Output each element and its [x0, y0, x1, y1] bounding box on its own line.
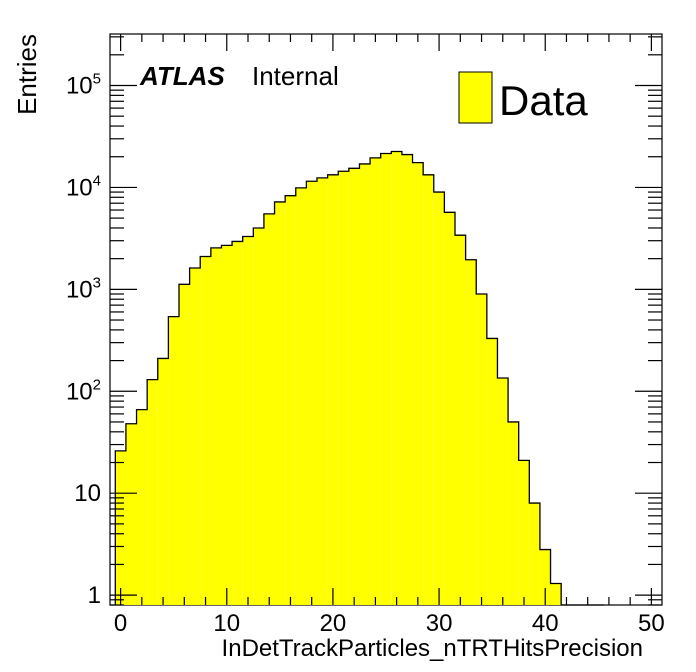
- histogram-bar: [136, 409, 148, 605]
- histogram-bar: [232, 241, 243, 605]
- histogram-bar: [412, 162, 424, 606]
- histogram-bar: [465, 259, 477, 605]
- y-tick-label: 102: [66, 376, 101, 405]
- histogram-bar: [508, 421, 519, 605]
- internal-label: Internal: [252, 61, 339, 91]
- histogram-bar: [263, 213, 275, 606]
- histogram-bar: [391, 151, 402, 605]
- axis-ticks: 0 10 20 30 40 50 1 10 102 103 104 105: [66, 34, 665, 637]
- histogram-bar: [401, 154, 413, 605]
- x-tick-label: 30: [426, 610, 453, 637]
- histogram-bar: [327, 174, 339, 605]
- histogram-bar: [210, 247, 222, 606]
- histogram-bar: [221, 245, 233, 605]
- x-tick-label: 40: [532, 610, 559, 637]
- histogram-bar: [455, 235, 466, 605]
- x-tick-label: 0: [114, 610, 127, 637]
- y-tick-label: 104: [66, 172, 101, 201]
- histogram-bar: [125, 423, 137, 605]
- x-tick-label: 50: [638, 610, 665, 637]
- histogram-bar: [285, 195, 296, 606]
- histogram-bar: [179, 284, 190, 605]
- y-tick-label: 1: [88, 582, 101, 609]
- histogram-bar: [486, 338, 498, 605]
- histogram-bar: [189, 267, 201, 605]
- histogram-bar: [380, 153, 392, 606]
- histogram-bar: [157, 358, 169, 605]
- histogram-bar: [518, 460, 530, 605]
- histogram-bar: [306, 181, 317, 605]
- histogram-bar: [348, 168, 360, 605]
- histogram-bar: [200, 256, 211, 605]
- histogram-bar: [433, 192, 445, 605]
- histogram-outline: [114, 150, 604, 606]
- histogram-bar: [497, 377, 509, 605]
- y-tick-label: 103: [66, 274, 101, 303]
- histogram-bar: [359, 163, 371, 605]
- y-tick-label: 105: [66, 70, 101, 99]
- histogram-bar: [476, 294, 487, 605]
- x-tick-label: 10: [213, 610, 240, 637]
- histogram-bar: [539, 549, 551, 605]
- histogram-bar: [242, 236, 254, 605]
- histogram-bar: [168, 316, 179, 605]
- histogram-bar: [115, 450, 126, 605]
- atlas-label: ATLAS: [139, 61, 225, 91]
- histogram-bar: [253, 227, 264, 605]
- x-tick-label: 20: [320, 610, 347, 637]
- histogram-bar: [370, 157, 381, 605]
- histogram-bar: [147, 379, 158, 605]
- legend-label: Data: [499, 77, 588, 124]
- histogram-bar: [423, 174, 434, 605]
- y-tick-label: 10: [74, 480, 101, 507]
- legend-swatch: [458, 71, 493, 124]
- histogram-bar: [529, 503, 540, 605]
- x-axis-title: InDetTrackParticles_nTRTHitsPrecision: [222, 635, 643, 662]
- histogram: [114, 150, 604, 606]
- histogram-bar: [274, 201, 286, 606]
- histogram-bar: [550, 583, 562, 605]
- histogram-bar: [295, 187, 307, 606]
- histogram-bar: [317, 177, 328, 605]
- histogram-bar: [338, 171, 349, 605]
- histogram-bar: [444, 212, 455, 605]
- y-axis-title: Entries: [12, 34, 42, 115]
